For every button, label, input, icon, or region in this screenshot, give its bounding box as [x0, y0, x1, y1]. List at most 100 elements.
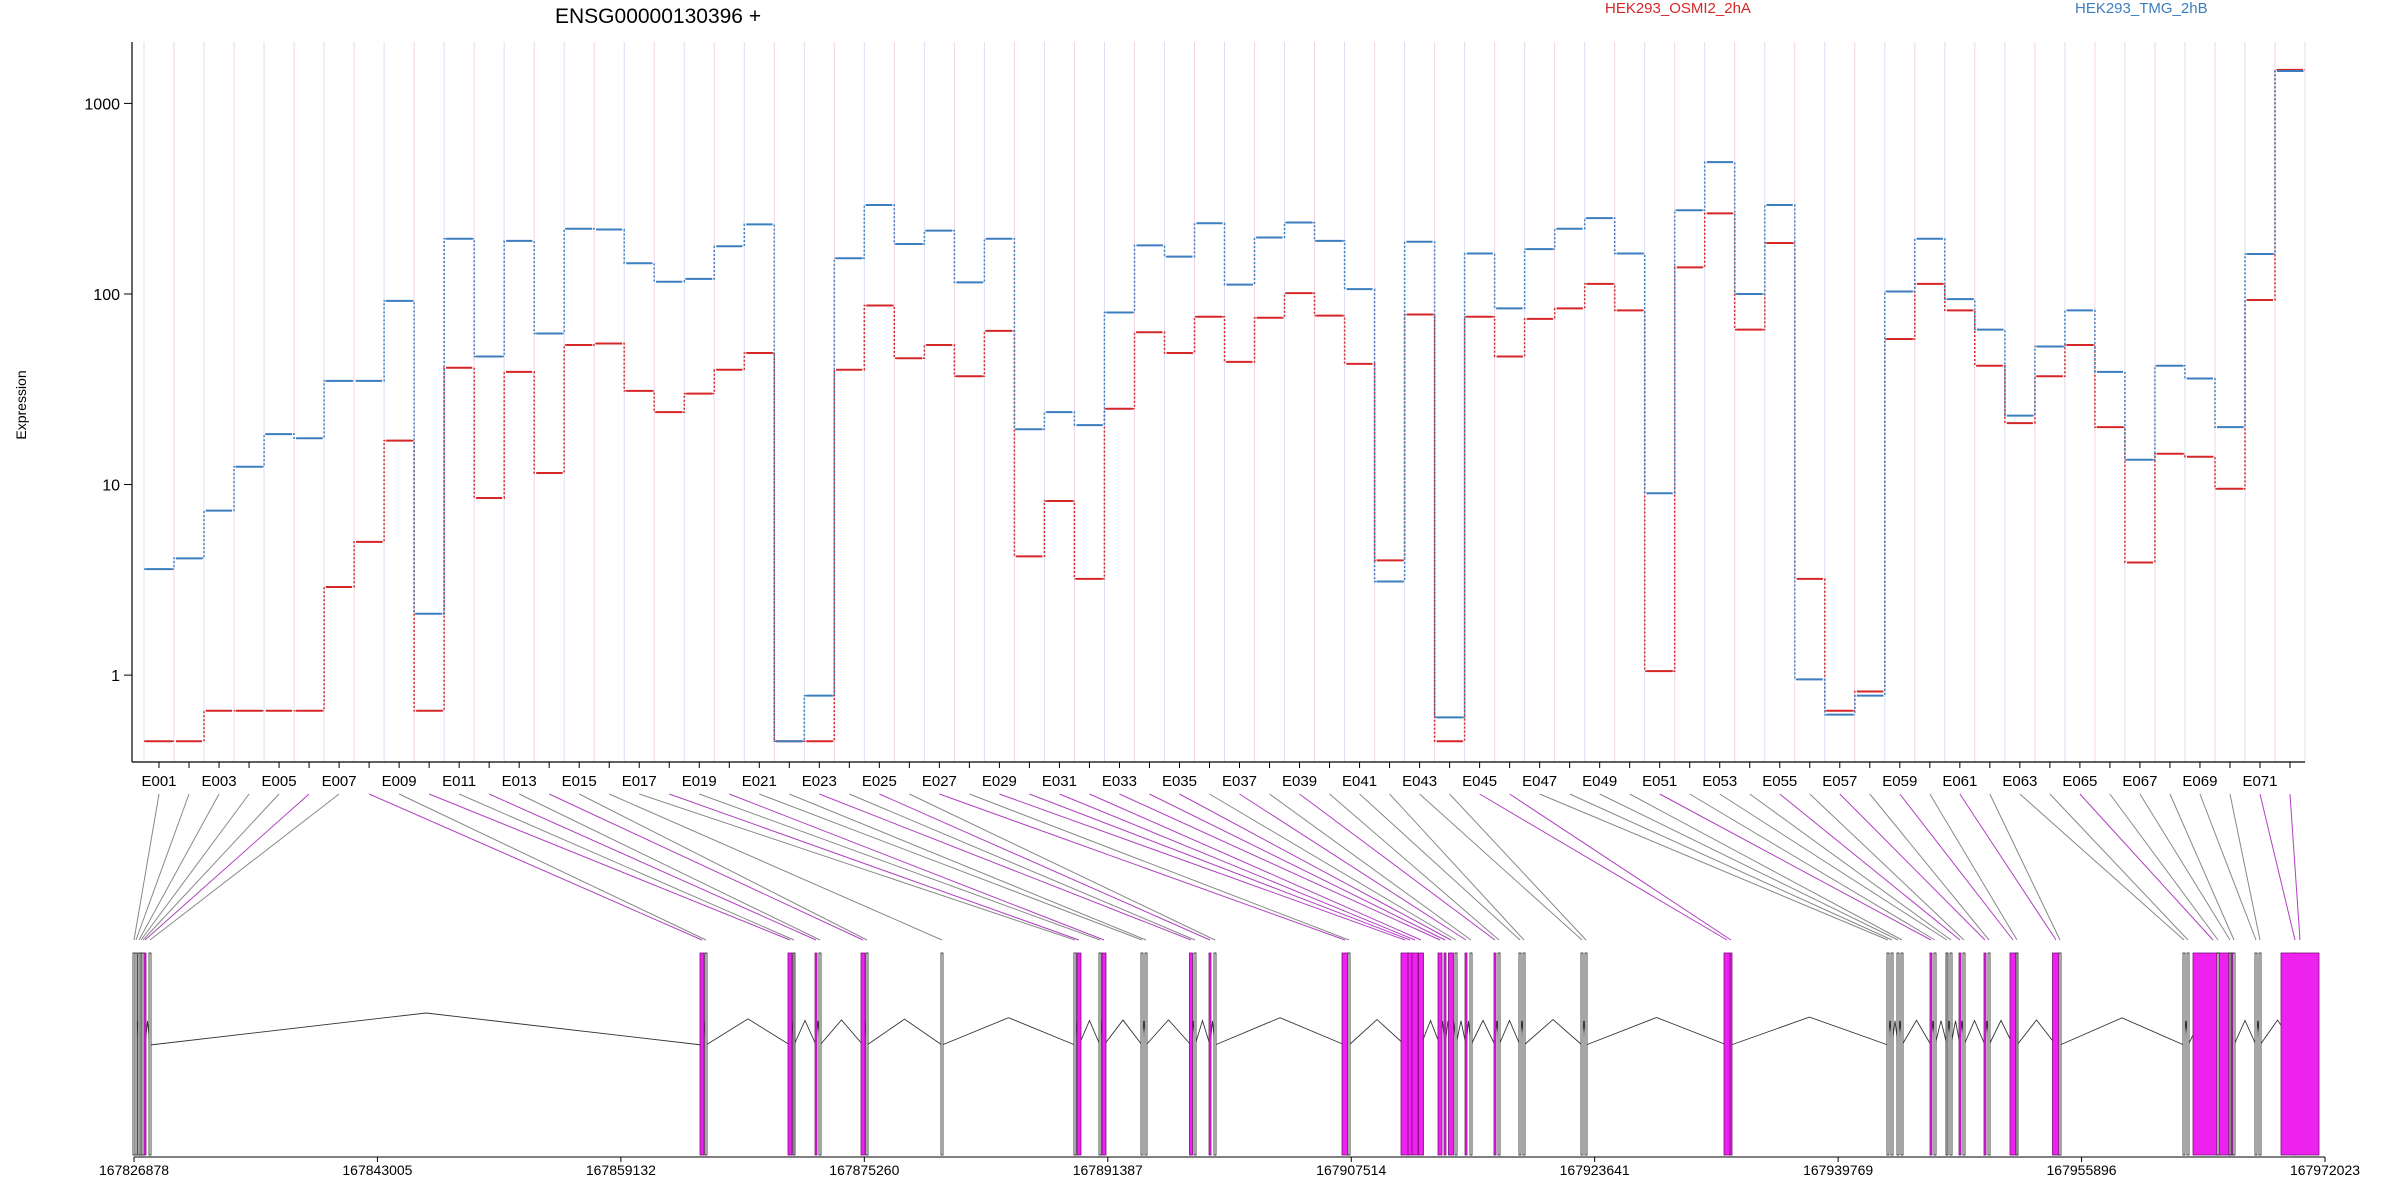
exon-box [1347, 952, 1351, 1156]
intron-line [1145, 1019, 1192, 1046]
intron-line [1988, 1019, 2014, 1046]
exon-box [2192, 952, 2234, 1156]
exon-box [1189, 952, 1193, 1156]
exon-connector [2289, 793, 2301, 941]
exon-box [1949, 952, 1953, 1156]
exon-connector [2079, 793, 2214, 941]
exon-box [1729, 952, 1733, 1156]
exon-connector [138, 793, 220, 941]
intron-line [1950, 1020, 1961, 1046]
exon-connector [609, 793, 943, 941]
legend-entry-series-2: HEK293_TMG_2hB [2075, 0, 2208, 17]
y-tick-label: 1000 [84, 96, 120, 113]
x-tick-label: E043 [1402, 773, 1437, 790]
exon-connector [2049, 793, 2189, 941]
exon-connector [140, 793, 250, 941]
exon-connector [1659, 793, 1932, 941]
exon-box [134, 952, 138, 1156]
exon-box [787, 952, 793, 1156]
exon-box [1411, 952, 1419, 1156]
exon-connector [368, 793, 703, 941]
intron-line [1194, 1019, 1211, 1046]
exon-connector [398, 793, 707, 941]
exon-box [1076, 952, 1082, 1156]
intron-line [149, 1012, 703, 1046]
x-tick-label: E007 [322, 773, 357, 790]
exon-connector [1629, 793, 1903, 941]
exon-connector [939, 793, 1346, 941]
intron-line [1730, 1016, 1889, 1046]
genomic-tick-label: 167843005 [342, 1162, 412, 1178]
exon-box [2058, 952, 2062, 1156]
exon-box [1890, 952, 1894, 1156]
series-2 [144, 69, 2305, 743]
exon-connector [2169, 793, 2235, 941]
exon-connector [1209, 793, 1457, 941]
genomic-tick-label: 167972023 [2290, 1162, 2360, 1178]
series-line [144, 69, 2305, 742]
exon-connector [2199, 793, 2257, 941]
exon-connector [1869, 793, 1990, 941]
exon-box [1208, 952, 1212, 1156]
y-axis-label: Expression [13, 370, 29, 439]
exon-box [1958, 952, 1962, 1156]
exon-connector [1839, 793, 1986, 941]
exon-connector [789, 793, 1147, 941]
exon-connector [548, 793, 864, 941]
exon-box [1945, 952, 1949, 1156]
exon-box [1193, 952, 1197, 1156]
exon-gridlines [143, 42, 2306, 762]
x-tick-label: E009 [382, 773, 417, 790]
exon-connector [1329, 793, 1500, 941]
exon-connector [133, 793, 160, 941]
exon-box [699, 952, 705, 1156]
exon-box [1418, 952, 1424, 1156]
intron-line [866, 1018, 943, 1046]
x-tick-label: E021 [742, 773, 777, 790]
exon-box [860, 952, 866, 1156]
legend-entry-series-1: HEK293_OSMI2_2hA [1605, 0, 1751, 17]
intron-line [1934, 1020, 1948, 1046]
x-tick-label: E015 [562, 773, 597, 790]
exon-connector [1929, 793, 2018, 941]
exon-connector [149, 793, 340, 941]
x-tick-label: E049 [1582, 773, 1617, 790]
intron-line [1214, 1017, 1346, 1046]
x-tick-label: E045 [1462, 773, 1497, 790]
exon-connector [1179, 793, 1452, 941]
exon-box [143, 952, 147, 1156]
exon-connector [1029, 793, 1411, 941]
exon-connector [1569, 793, 1893, 941]
intron-line [705, 1018, 791, 1046]
genomic-tick-label: 167891387 [1073, 1162, 1143, 1178]
exon-connector [669, 793, 1080, 941]
exon-box [1983, 952, 1987, 1156]
exon-box [704, 952, 708, 1156]
exon-connector [699, 793, 1101, 941]
exon-connector [999, 793, 1406, 941]
x-tick-label: E071 [2242, 773, 2277, 790]
exon-connector-lines [133, 793, 2301, 941]
genomic-tick-label: 167875260 [829, 1162, 899, 1178]
genomic-tick-label: 167955896 [2047, 1162, 2117, 1178]
exon-connector [1119, 793, 1441, 941]
exon-connector [1719, 793, 1948, 941]
x-tick-label: E067 [2122, 773, 2157, 790]
x-tick-label: E063 [2002, 773, 2037, 790]
exon-connector [1479, 793, 1728, 941]
genomic-tick-label: 167923641 [1560, 1162, 1630, 1178]
exon-box [814, 952, 818, 1156]
x-tick-label: E019 [682, 773, 717, 790]
intron-line [793, 1019, 817, 1046]
exon-box [1987, 952, 1991, 1156]
intron-line [1523, 1018, 1583, 1046]
exon-box [1896, 952, 1900, 1156]
exon-connector [1239, 793, 1467, 941]
exon-box [1522, 952, 1526, 1156]
exon-box [1454, 952, 1458, 1156]
exon-connector [969, 793, 1350, 941]
exon-box [1723, 952, 1731, 1156]
x-tick-label: E065 [2062, 773, 2097, 790]
intron-line [1348, 1018, 1406, 1046]
